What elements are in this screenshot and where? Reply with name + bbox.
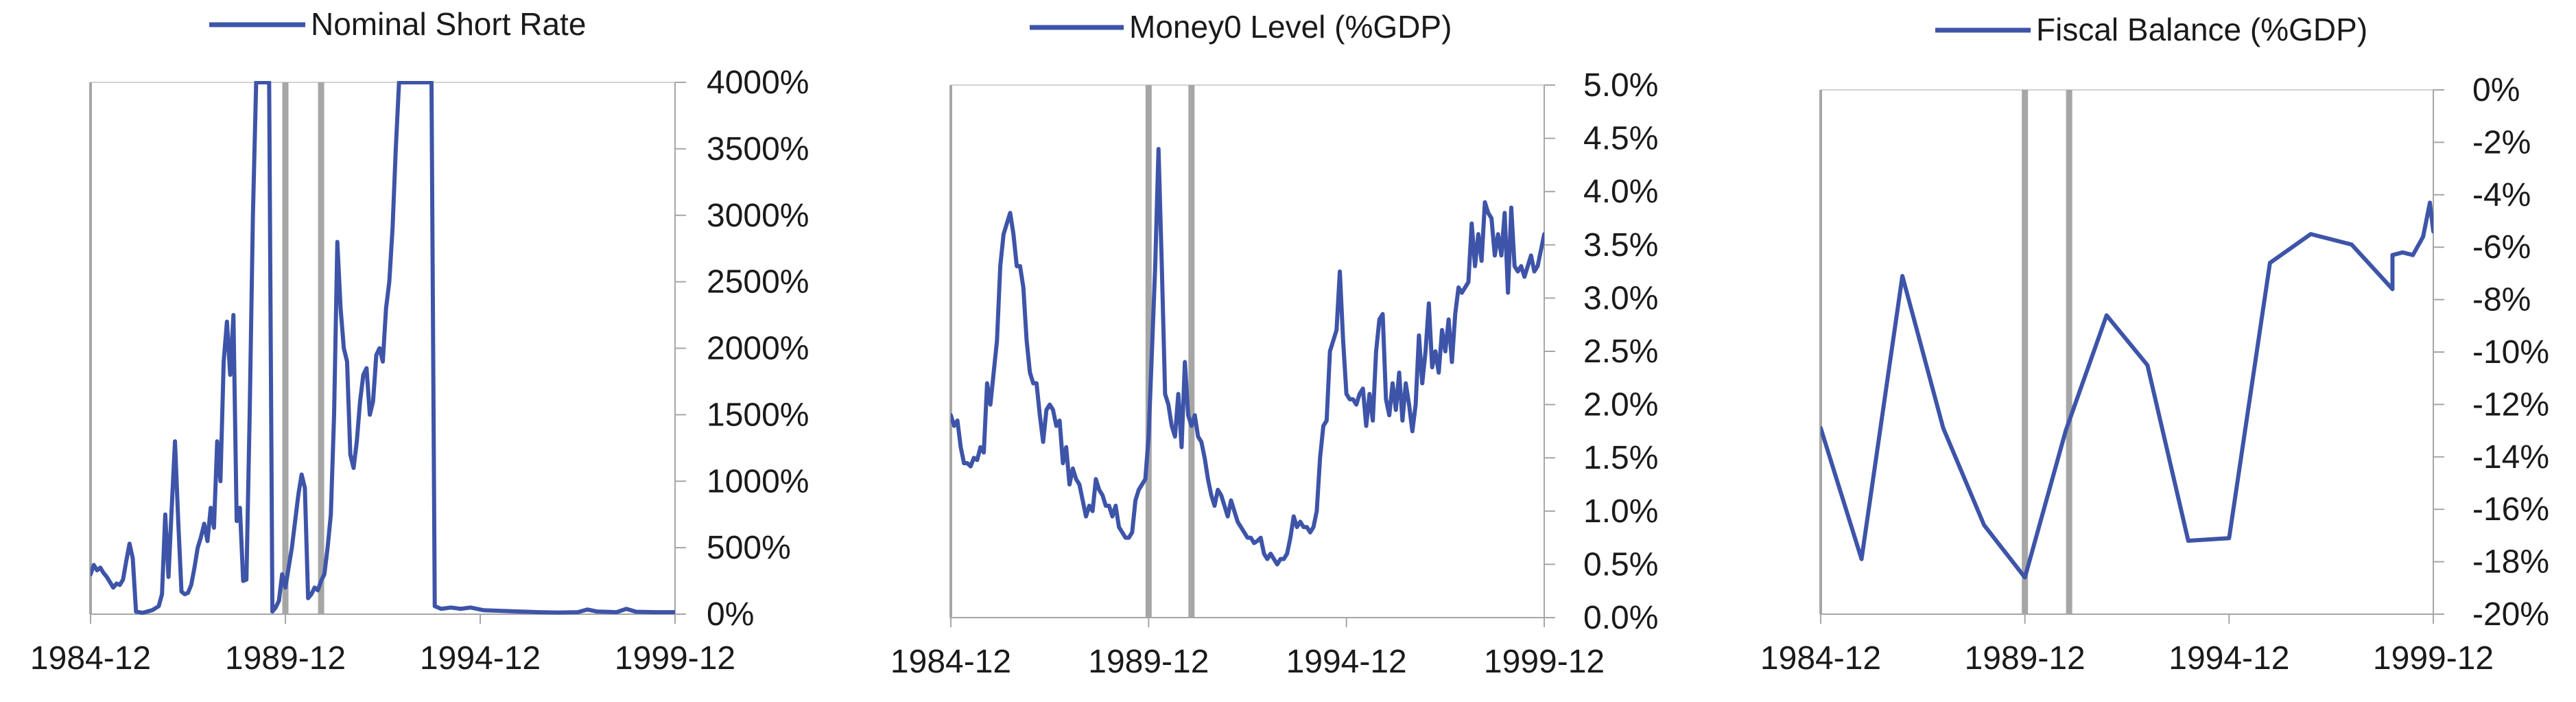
y-tick-label: 3500% (707, 131, 809, 167)
x-tick-label: 1989-12 (1088, 644, 1209, 680)
y-tick-label: 0% (707, 596, 754, 633)
chart-money0-level: 0.0% 0.5% 1.0% 1.5% 2.0% 2.5% 3.0% 3.5% 4.0% 4.5%… (859, 0, 1718, 702)
y-tick-label: 2.5% (1583, 334, 1658, 370)
x-tick-label: 1989-12 (1965, 640, 2085, 677)
y-tick-label: 3000% (707, 198, 809, 234)
y-tick-label: 1.5% (1583, 440, 1658, 476)
y-tick-label: 2000% (707, 331, 809, 367)
y-tick-label: 2500% (707, 264, 809, 301)
y-tick-label: -20% (2472, 596, 2549, 633)
x-tick-label: 1984-12 (1760, 640, 1881, 677)
y-tick-label: -10% (2472, 334, 2549, 371)
y-tick-label: -18% (2472, 544, 2549, 581)
y-tick-label: -8% (2472, 282, 2531, 318)
x-tick-label: 1999-12 (2373, 640, 2494, 677)
legend-label: Nominal Short Rate (311, 6, 586, 42)
y-tick-label: -6% (2472, 229, 2531, 266)
chart-fiscal-balance: -20% -18% -16% -14% -12% -10% -8% -6% -4% -2% 0% 19… (1718, 0, 2576, 702)
y-tick-label: 4.0% (1583, 174, 1658, 210)
series-line (951, 147, 1544, 567)
y-tick-label: -2% (2472, 124, 2531, 161)
chart-svg: 0% 500% 1000% 1500% 2000% 2500% 3000% 3500% 4000… (30, 6, 810, 677)
x-tick-label: 1984-12 (890, 644, 1011, 680)
y-tick-label: 3.5% (1583, 227, 1658, 264)
x-tick-label: 1994-12 (420, 640, 541, 677)
y-tick-label: 0.0% (1583, 600, 1658, 636)
legend-label: Fiscal Balance (%GDP) (2036, 12, 2367, 47)
y-tick-label: -4% (2472, 177, 2531, 213)
chart-nominal-short-rate: 0% 500% 1000% 1500% 2000% 2500% 3000% 3500% 4000… (0, 0, 859, 702)
y-tick-label: 2.0% (1583, 387, 1658, 423)
y-tick-label: 5.0% (1583, 67, 1658, 104)
x-tick-label: 1984-12 (30, 640, 151, 677)
x-tick-label: 1989-12 (225, 640, 346, 677)
x-tick-label: 1994-12 (2169, 640, 2289, 677)
y-tick-label: 0.5% (1583, 546, 1658, 583)
x-tick-label: 1999-12 (1484, 644, 1605, 680)
y-tick-label: 4000% (707, 65, 809, 101)
series-line (1821, 200, 2433, 580)
legend-label: Money0 Level (%GDP) (1129, 9, 1452, 45)
y-tick-label: 1000% (707, 463, 809, 500)
y-tick-label: 0% (2472, 72, 2520, 108)
series-line (91, 81, 675, 616)
y-tick-label: -12% (2472, 386, 2549, 423)
chart-svg: -20% -18% -16% -14% -12% -10% -8% -6% -4% -2% 0% 19… (1760, 12, 2549, 677)
y-tick-label: 4.5% (1583, 121, 1658, 157)
x-tick-label: 1994-12 (1286, 644, 1407, 680)
y-tick-label: 1.0% (1583, 493, 1658, 530)
y-tick-label: -16% (2472, 491, 2549, 528)
y-tick-label: 500% (707, 530, 791, 566)
y-tick-label: 3.0% (1583, 280, 1658, 316)
chart-svg: 0.0% 0.5% 1.0% 1.5% 2.0% 2.5% 3.0% 3.5% 4.0% 4.5%… (890, 9, 1658, 680)
y-tick-label: 1500% (707, 397, 809, 433)
x-tick-label: 1999-12 (615, 640, 735, 677)
y-tick-label: -14% (2472, 439, 2549, 476)
